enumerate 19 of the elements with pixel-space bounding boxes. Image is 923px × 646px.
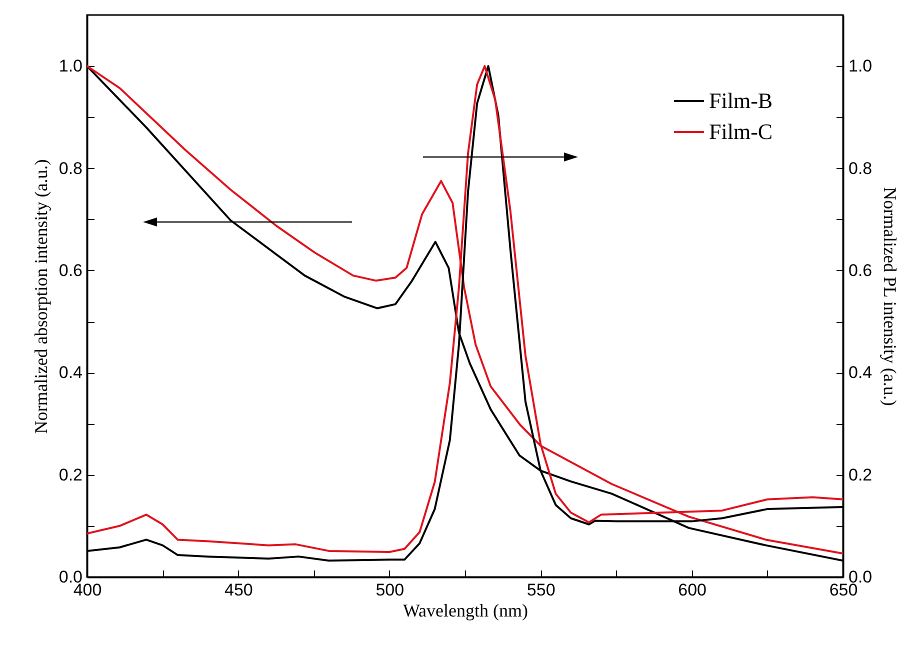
x-tick-label: 550 <box>526 580 556 600</box>
legend-label: Film-C <box>709 119 773 144</box>
y-axis-title: Normalized absorption intensity (a.u.) <box>30 159 51 434</box>
x-axis-title: Wavelength (nm) <box>402 600 528 620</box>
y2-tick-label: 0.6 <box>848 260 872 280</box>
y-tick-label: 1.0 <box>58 56 82 76</box>
y-tick-label: 0.4 <box>58 363 82 382</box>
y2-tick-label: 0.4 <box>848 363 872 382</box>
legend-label: Film-B <box>709 88 773 113</box>
x-tick-label: 500 <box>376 580 404 600</box>
y-tick-label: 0.8 <box>58 158 82 178</box>
y-tick-label: 0.6 <box>58 260 82 280</box>
x-tick-label: 600 <box>678 580 706 600</box>
y-tick-label: 0.2 <box>58 465 82 484</box>
x-tick-label: 450 <box>224 580 253 600</box>
y2-axis-title: Normalized PL intensity (a.u.) <box>880 187 900 406</box>
y2-tick-label: 1.0 <box>848 56 872 76</box>
y2-tick-label: 0.2 <box>848 465 872 484</box>
y2-tick-label: 0.8 <box>848 158 872 178</box>
